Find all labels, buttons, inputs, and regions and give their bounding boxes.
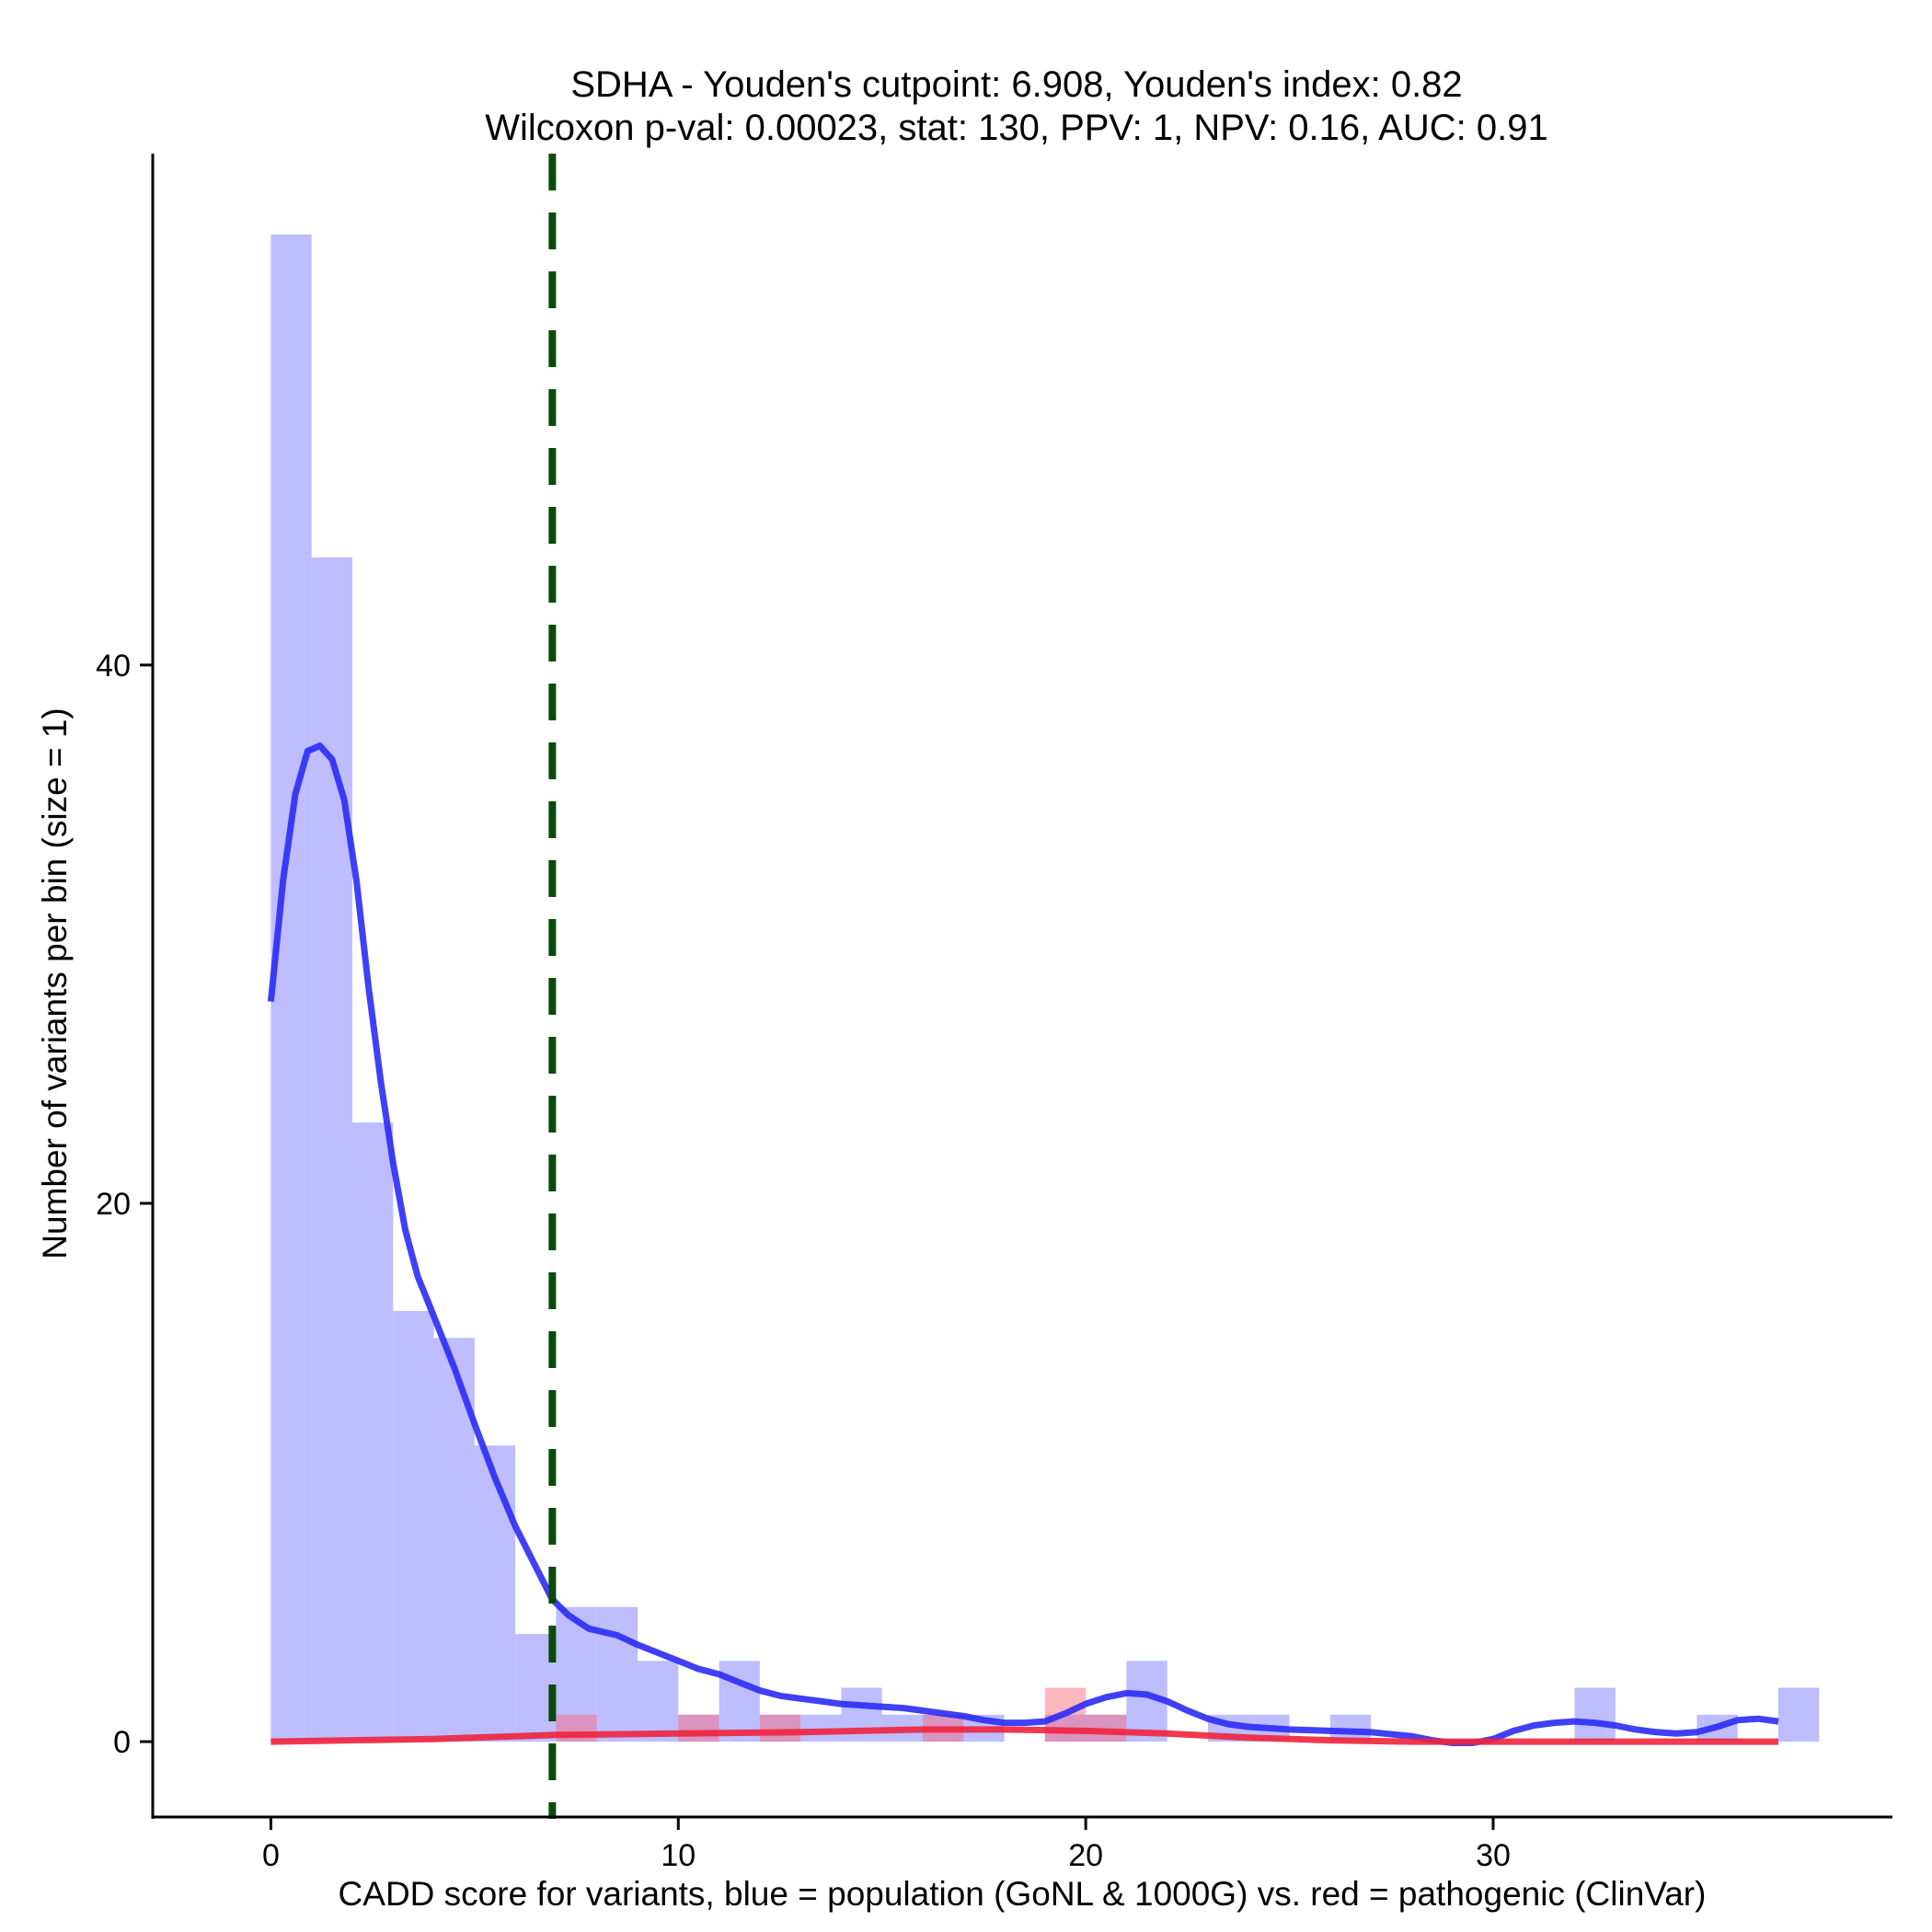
population-bar — [800, 1714, 842, 1742]
population-bar — [1574, 1687, 1616, 1742]
y-axis-label: Number of variants per bin (size = 1) — [36, 707, 74, 1259]
population-bar — [1778, 1687, 1820, 1742]
pathogenic-density-curve — [270, 1726, 1778, 1745]
pathogenic-bar — [678, 1714, 719, 1742]
x-tick-label: 0 — [262, 1838, 280, 1873]
y-tick-label: 20 — [96, 1187, 131, 1222]
x-tick-label: 20 — [1068, 1838, 1103, 1873]
population-bar — [352, 1122, 394, 1742]
population-density-curve — [267, 742, 1779, 1746]
y-tick-label: 0 — [113, 1725, 131, 1760]
population-bar — [678, 1714, 719, 1742]
x-tick-label: 30 — [1476, 1838, 1511, 1873]
population-bar — [270, 234, 312, 1742]
x-axis-ticks: 0 10 20 30 — [262, 1817, 1511, 1873]
pathogenic-bar — [759, 1714, 801, 1742]
y-axis-ticks: 0 20 40 — [96, 649, 153, 1760]
chart-subtitle: Wilcoxon p-val: 0.00023, stat: 130, PPV:… — [485, 108, 1547, 148]
population-bar — [759, 1714, 801, 1742]
population-bar — [638, 1661, 679, 1742]
population-bars — [270, 234, 1820, 1742]
x-axis-label: CADD score for variants, blue = populati… — [339, 1875, 1707, 1913]
population-bar — [393, 1310, 434, 1742]
y-tick-label: 40 — [96, 649, 131, 684]
population-bar — [311, 557, 352, 1742]
chart-title: SDHA - Youden's cutpoint: 6.908, Youden'… — [570, 64, 1462, 105]
population-bar — [596, 1606, 638, 1742]
population-bar — [474, 1445, 516, 1742]
x-tick-label: 10 — [661, 1838, 696, 1873]
